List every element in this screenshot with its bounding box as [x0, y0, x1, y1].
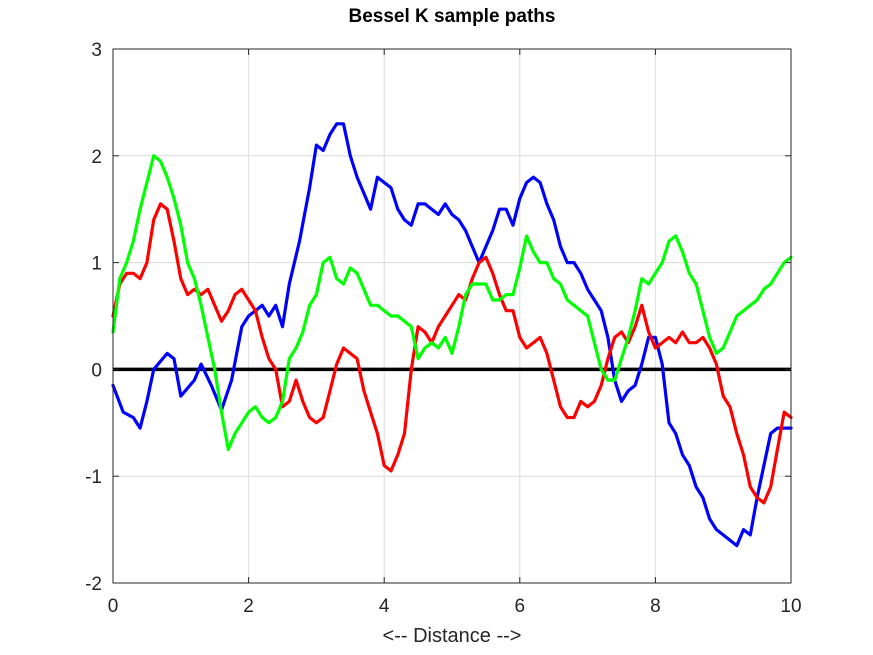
x-tick-label: 6 — [515, 596, 526, 617]
y-tick-label: 3 — [91, 40, 102, 61]
plot-area-border — [112, 48, 792, 584]
x-tick-label: 4 — [379, 596, 390, 617]
x-tick-label: 0 — [108, 596, 119, 617]
y-tick-label: -2 — [85, 574, 102, 595]
x-tick-label: 10 — [780, 596, 801, 617]
tick-labels: 0 2 4 6 8 10 -2 -1 0 1 2 3 — [85, 40, 801, 617]
y-tick-label: 2 — [91, 147, 102, 168]
y-tick-label: 1 — [91, 254, 102, 275]
x-tick-label: 8 — [650, 596, 661, 617]
grid — [112, 48, 792, 584]
y-tick-label: 0 — [91, 360, 102, 381]
x-axis-label: <-- Distance --> — [383, 625, 522, 647]
x-tick-label: 2 — [243, 596, 254, 617]
series-line-3 — [111, 154, 793, 452]
series-group — [111, 122, 793, 548]
axes — [112, 48, 792, 584]
chart-title: Bessel K sample paths — [349, 6, 556, 27]
series-line-2 — [111, 202, 793, 505]
series-line-1 — [111, 122, 793, 548]
y-tick-label: -1 — [85, 467, 102, 488]
